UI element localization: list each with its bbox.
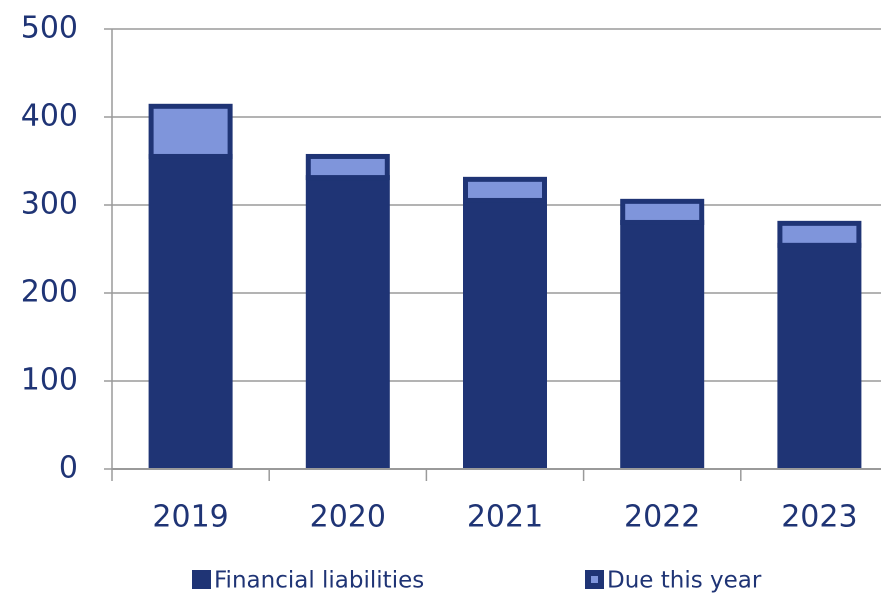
bar-segment	[305, 153, 390, 181]
x-tick-label: 2020	[310, 500, 386, 535]
y-tick-label: 500	[21, 11, 78, 46]
y-tick-label: 200	[21, 275, 78, 310]
legend-label: Financial liabilities	[214, 568, 424, 594]
legend-label: Due this year	[607, 568, 762, 594]
bar-segment	[777, 220, 862, 248]
bar-segment	[620, 219, 705, 469]
x-tick-label: 2022	[624, 500, 700, 535]
bar-segment	[777, 242, 862, 469]
y-tick-label: 400	[21, 99, 78, 134]
y-tick-label: 100	[21, 363, 78, 398]
bar-segment	[305, 175, 390, 469]
legend-swatch	[192, 570, 211, 589]
bar-segment	[463, 197, 547, 469]
x-tick-label: 2023	[781, 500, 857, 535]
bar-segment	[148, 103, 233, 159]
bar-segment	[620, 198, 705, 225]
y-tick-label: 0	[59, 451, 78, 486]
x-tick-label: 2019	[152, 500, 228, 535]
x-tick-label: 2021	[467, 500, 543, 535]
y-tick-label: 300	[21, 187, 78, 222]
bar-segment	[463, 176, 547, 203]
bar-segment	[148, 153, 233, 469]
legend-swatch-inner	[591, 576, 598, 583]
